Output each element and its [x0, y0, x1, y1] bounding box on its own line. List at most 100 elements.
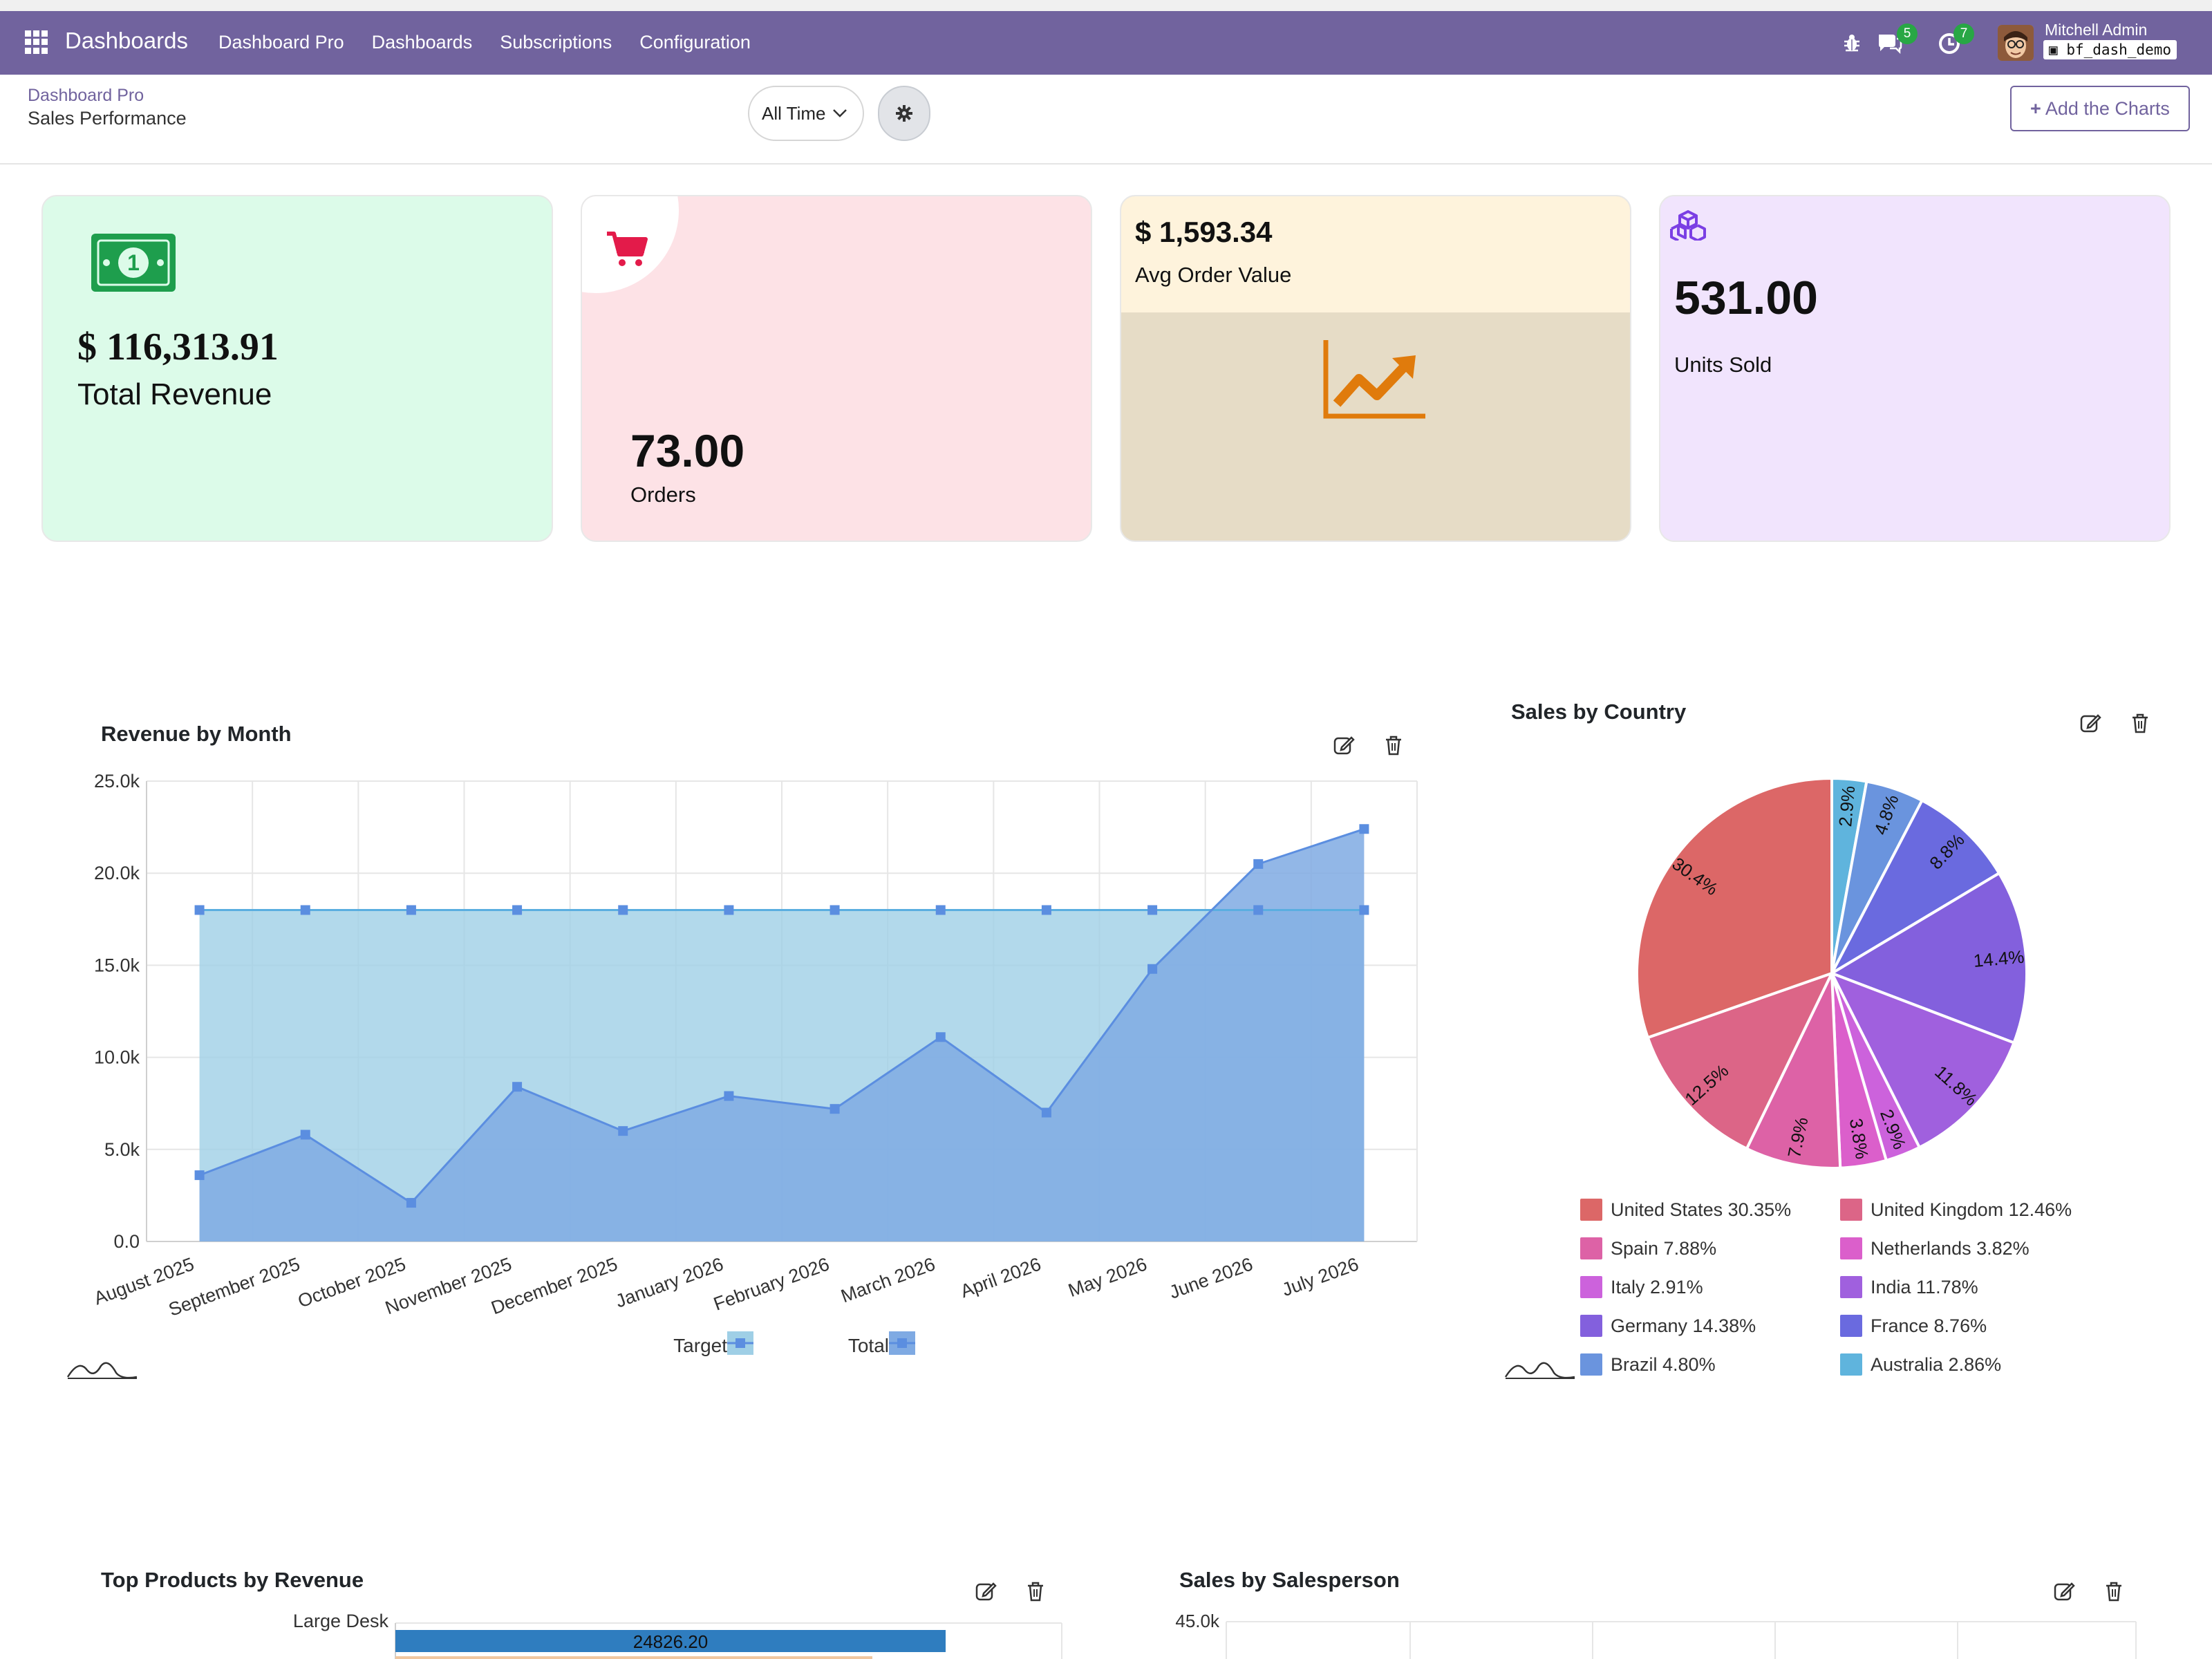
data-point[interactable]: [618, 1126, 628, 1136]
legend-label: India 11.78%: [1871, 1276, 1978, 1297]
data-point[interactable]: [1041, 905, 1051, 915]
legend-label: United Kingdom 12.46%: [1871, 1199, 2072, 1220]
kpi-card-header: [1121, 196, 1630, 312]
kpi-label: Total Revenue: [77, 377, 272, 411]
pie-slice-united-kingdom[interactable]: [1646, 971, 1835, 1151]
database-icon: ▣: [2049, 41, 2058, 58]
pie-slice-germany[interactable]: [1828, 871, 2028, 1045]
products-bar-chart[interactable]: Large Desk 24826.20: [0, 1604, 1078, 1659]
data-point[interactable]: [1359, 824, 1369, 834]
trash-icon[interactable]: [1382, 734, 1405, 756]
kpi-label: Orders: [630, 482, 696, 507]
legend-swatch: [1840, 1315, 1862, 1337]
area-chart-type-icon[interactable]: [66, 1355, 138, 1380]
cubes-icon: [1670, 210, 1706, 241]
legend-item[interactable]: France 8.76%: [1840, 1315, 1987, 1337]
data-point[interactable]: [1253, 859, 1264, 869]
data-point[interactable]: [1147, 905, 1158, 915]
data-point[interactable]: [618, 905, 628, 915]
edit-icon[interactable]: [2079, 712, 2101, 734]
kpi-card-avg-order-value[interactable]: $ 1,593.34 Avg Order Value: [1120, 195, 1631, 542]
legend-item[interactable]: Germany 14.38%: [1580, 1315, 1756, 1337]
legend-item[interactable]: Spain 7.88%: [1580, 1237, 1716, 1259]
add-charts-button[interactable]: + Add the Charts: [2010, 86, 2190, 131]
user-name[interactable]: Mitchell Admin: [2045, 21, 2148, 39]
kpi-card-total-revenue[interactable]: 1 $ 116,313.91 Total Revenue: [41, 195, 553, 542]
legend-item[interactable]: India 11.78%: [1840, 1276, 1978, 1298]
gear-icon: [896, 105, 912, 122]
data-point[interactable]: [194, 905, 205, 915]
chevron-down-icon: [833, 109, 847, 118]
trash-icon[interactable]: [2103, 1580, 2125, 1602]
data-point[interactable]: [1253, 905, 1264, 915]
menu-item-dashboard-pro[interactable]: Dashboard Pro: [218, 32, 344, 53]
legend-label: Brazil 4.80%: [1611, 1353, 1716, 1375]
dashboard-settings-button[interactable]: [878, 86, 930, 141]
bug-icon[interactable]: [1841, 32, 1862, 53]
trash-icon[interactable]: [1024, 1580, 1047, 1602]
data-point[interactable]: [406, 1198, 416, 1208]
pie-slice-united-states[interactable]: [1635, 776, 1833, 1040]
menu-item-subscriptions[interactable]: Subscriptions: [500, 32, 612, 53]
legend-item[interactable]: Netherlands 3.82%: [1840, 1237, 2030, 1259]
control-panel: [0, 75, 2212, 165]
data-point[interactable]: [194, 1170, 205, 1181]
data-point[interactable]: [935, 905, 946, 915]
data-point[interactable]: [724, 905, 734, 915]
data-point[interactable]: [830, 905, 840, 915]
data-point[interactable]: [512, 905, 523, 915]
chat-count-badge: 5: [1897, 24, 1918, 44]
legend-label: Total: [848, 1335, 889, 1356]
data-point[interactable]: [512, 1082, 523, 1092]
data-point[interactable]: [830, 1104, 840, 1114]
kpi-card-orders[interactable]: 73.00 Orders: [581, 195, 1092, 542]
apps-grid-icon[interactable]: [25, 30, 48, 54]
pie-chart-type-icon[interactable]: [1504, 1355, 1576, 1380]
x-tick-label: April 2026: [957, 1253, 1044, 1302]
legend-item[interactable]: United Kingdom 12.46%: [1840, 1199, 2072, 1221]
data-point[interactable]: [1359, 905, 1369, 915]
data-point[interactable]: [300, 1130, 310, 1140]
legend-swatch: [1580, 1237, 1602, 1259]
database-name: bf_dash_demo: [2066, 41, 2172, 58]
data-point[interactable]: [1041, 1107, 1051, 1118]
x-tick-label: January 2026: [612, 1253, 726, 1311]
salesperson-bar-chart[interactable]: 45.0k: [1161, 1604, 2143, 1659]
country-pie-chart[interactable]: 2.9% 4.8%8.8%14.4%11.8%2.9%3.8%7.9%12.5%3…: [1590, 753, 2074, 1182]
menu-item-configuration[interactable]: Configuration: [639, 32, 751, 53]
kpi-card-units-sold[interactable]: 531.00 Units Sold: [1659, 195, 2171, 542]
breadcrumb[interactable]: Dashboard Pro: [28, 86, 144, 105]
activity-clock-icon[interactable]: [1937, 30, 1965, 55]
legend-marker: [735, 1338, 745, 1348]
line-chart-icon: [1323, 340, 1425, 419]
time-filter-dropdown[interactable]: All Time: [748, 86, 864, 141]
data-point[interactable]: [406, 905, 416, 915]
edit-icon[interactable]: [975, 1580, 997, 1602]
data-point[interactable]: [724, 1091, 734, 1101]
legend-label: Australia 2.86%: [1871, 1353, 2002, 1375]
legend-swatch: [1580, 1199, 1602, 1221]
revenue-chart-title: Revenue by Month: [101, 722, 292, 746]
legend-marker: [897, 1338, 907, 1348]
pie-slice-india[interactable]: [1828, 971, 2016, 1150]
legend-item[interactable]: Italy 2.91%: [1580, 1276, 1703, 1298]
data-point[interactable]: [1147, 964, 1158, 974]
data-point[interactable]: [935, 1032, 946, 1042]
data-point[interactable]: [300, 905, 310, 915]
edit-icon[interactable]: [1333, 734, 1355, 756]
menu-item-dashboards[interactable]: Dashboards: [371, 32, 473, 53]
legend-item[interactable]: Australia 2.86%: [1840, 1353, 2001, 1376]
x-tick-label: July 2026: [1280, 1253, 1362, 1300]
pie-slice-spain[interactable]: [1745, 973, 1842, 1170]
pie-slice-france[interactable]: [1828, 798, 2001, 977]
y-tick-label: 10.0k: [94, 1047, 140, 1068]
bar: [395, 1630, 946, 1652]
avatar[interactable]: [1998, 25, 2034, 61]
trash-icon[interactable]: [2129, 712, 2151, 734]
activity-count-badge: 7: [1953, 24, 1974, 44]
legend-item[interactable]: Brazil 4.80%: [1580, 1353, 1716, 1376]
edit-icon[interactable]: [2053, 1580, 2075, 1602]
app-brand[interactable]: Dashboards: [65, 28, 188, 53]
legend-item[interactable]: United States 30.35%: [1580, 1199, 1791, 1221]
